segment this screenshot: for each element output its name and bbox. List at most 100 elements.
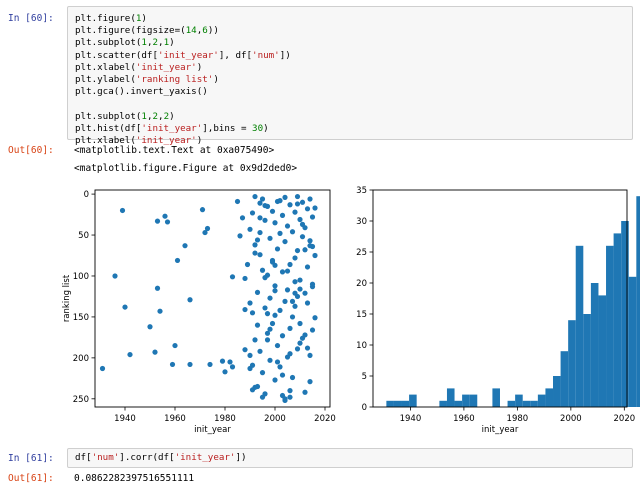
scatter-point bbox=[199, 207, 206, 213]
code-token: 14 bbox=[185, 25, 197, 37]
scatter-point bbox=[174, 257, 181, 264]
code-token: ) bbox=[141, 13, 147, 24]
scatter-point bbox=[284, 287, 291, 293]
x-tick-label: 2020 bbox=[314, 414, 336, 424]
code-token: 'init_year' bbox=[135, 134, 197, 146]
scatter-point bbox=[274, 342, 281, 349]
scatter-point bbox=[254, 322, 261, 328]
code-token: ],bins = bbox=[202, 122, 253, 134]
y-tick-label: 5 bbox=[362, 372, 367, 382]
scatter-point bbox=[99, 365, 106, 372]
y-tick-label: 250 bbox=[73, 395, 89, 405]
histogram-bar bbox=[462, 394, 470, 407]
output-figure: 1940 1960 1980 2000 2020050100150200250init_… bbox=[62, 186, 640, 435]
scatter-point bbox=[247, 226, 253, 232]
x-tick-label: 1980 bbox=[214, 414, 236, 424]
scatter-point bbox=[252, 193, 258, 200]
scatter-point bbox=[309, 243, 316, 250]
histogram-bar bbox=[545, 388, 554, 407]
scatter-point bbox=[262, 275, 268, 281]
code-line: plt.ylabel('ranking list') bbox=[75, 74, 291, 86]
scatter-point bbox=[172, 342, 178, 349]
axes-frame bbox=[94, 189, 331, 408]
scatter-point bbox=[272, 283, 278, 289]
scatter-point bbox=[302, 247, 308, 253]
histogram-bar bbox=[537, 394, 546, 407]
scatter-point bbox=[299, 199, 306, 205]
scatter-point bbox=[297, 216, 303, 223]
code-token: ], df[ bbox=[218, 49, 253, 61]
code-token: plt.subplot( bbox=[75, 37, 142, 49]
code-editor-61[interactable]: df['num'].corr(df['init_year']) bbox=[75, 452, 247, 464]
scatter-point bbox=[249, 310, 256, 316]
scatter-point bbox=[277, 230, 283, 236]
x-tick-label: 1980 bbox=[507, 414, 529, 424]
y-tick-label: 100 bbox=[73, 272, 89, 282]
histogram-bar bbox=[628, 276, 637, 407]
code-token: 30 bbox=[252, 122, 264, 134]
scatter-point bbox=[312, 315, 318, 321]
code-token: plt.ylabel( bbox=[75, 73, 136, 85]
axes-frame bbox=[372, 189, 628, 408]
code-token: ) bbox=[213, 73, 219, 85]
code-token: ].corr(df[ bbox=[119, 452, 175, 463]
scatter-point bbox=[292, 209, 298, 215]
y-tick-label: 35 bbox=[356, 186, 367, 196]
histogram-bar bbox=[613, 233, 622, 407]
scatter-point bbox=[302, 290, 308, 296]
scatter-point bbox=[307, 238, 313, 244]
scatter-point bbox=[202, 229, 208, 236]
scatter-point bbox=[282, 298, 288, 304]
scatter-point bbox=[269, 208, 276, 214]
code-cell-61[interactable]: df['num'].corr(df['init_year']) bbox=[67, 448, 633, 468]
code-token: 'init_year' bbox=[174, 452, 236, 463]
code-token: , bbox=[146, 37, 153, 49]
code-token: plt.gca().invert_yaxis() bbox=[75, 86, 208, 98]
code-token: , bbox=[196, 25, 203, 37]
scatter-point bbox=[267, 357, 273, 363]
code-editor-60[interactable]: plt.figure(1) plt.figure(figsize=(14,6)) p… bbox=[75, 13, 291, 147]
histogram-bar bbox=[492, 388, 500, 407]
scatter-point bbox=[157, 308, 163, 314]
scatter-point bbox=[309, 327, 316, 333]
scatter-point bbox=[309, 214, 316, 220]
scatter-point bbox=[262, 217, 268, 223]
scatter-point bbox=[299, 221, 306, 227]
scatter-point bbox=[204, 225, 211, 232]
y-tick-label: 20 bbox=[356, 279, 367, 289]
scatter-point bbox=[287, 394, 293, 400]
output-text-60-2: <matplotlib.figure.Figure at 0x9d2ded0> bbox=[74, 163, 298, 174]
histogram-bar bbox=[469, 394, 478, 407]
code-token: 6 bbox=[202, 25, 208, 37]
scatter-point bbox=[287, 202, 293, 208]
scatter-point bbox=[234, 198, 241, 205]
histogram-bar bbox=[530, 400, 538, 407]
histogram-bar bbox=[515, 394, 523, 407]
scatter-point bbox=[154, 218, 161, 224]
histogram-bar bbox=[522, 400, 531, 407]
code-token: )) bbox=[207, 25, 219, 37]
scatter-point bbox=[292, 255, 298, 261]
code-line: plt.figure(1) bbox=[75, 13, 291, 25]
input-prompt-60: In [60]: bbox=[8, 13, 54, 24]
scatter-point bbox=[269, 259, 276, 265]
scatter-point bbox=[272, 377, 278, 383]
code-token: plt.scatter(df[ bbox=[75, 49, 158, 61]
histogram-bar bbox=[575, 245, 584, 407]
scatter-point bbox=[257, 348, 263, 354]
output-value-61: 0.0862282397516551111 bbox=[74, 473, 195, 484]
scatter-point bbox=[187, 297, 193, 303]
scatter-point bbox=[244, 261, 251, 268]
scatter-point bbox=[254, 289, 261, 295]
scatter-point bbox=[272, 220, 278, 226]
y-tick-label: 50 bbox=[78, 231, 89, 241]
code-cell-60[interactable]: plt.figure(1) plt.figure(figsize=(14,6)) p… bbox=[67, 6, 633, 146]
scatter-point bbox=[284, 268, 291, 274]
y-axis-label: ranking list bbox=[62, 274, 72, 322]
scatter-point bbox=[282, 396, 288, 402]
x-tick-label: 1960 bbox=[453, 414, 475, 424]
y-tick-label: 10 bbox=[356, 341, 367, 351]
scatter-point bbox=[219, 358, 226, 364]
code-line: plt.xlabel('init_year') bbox=[75, 135, 291, 147]
scatter-point bbox=[259, 267, 266, 273]
